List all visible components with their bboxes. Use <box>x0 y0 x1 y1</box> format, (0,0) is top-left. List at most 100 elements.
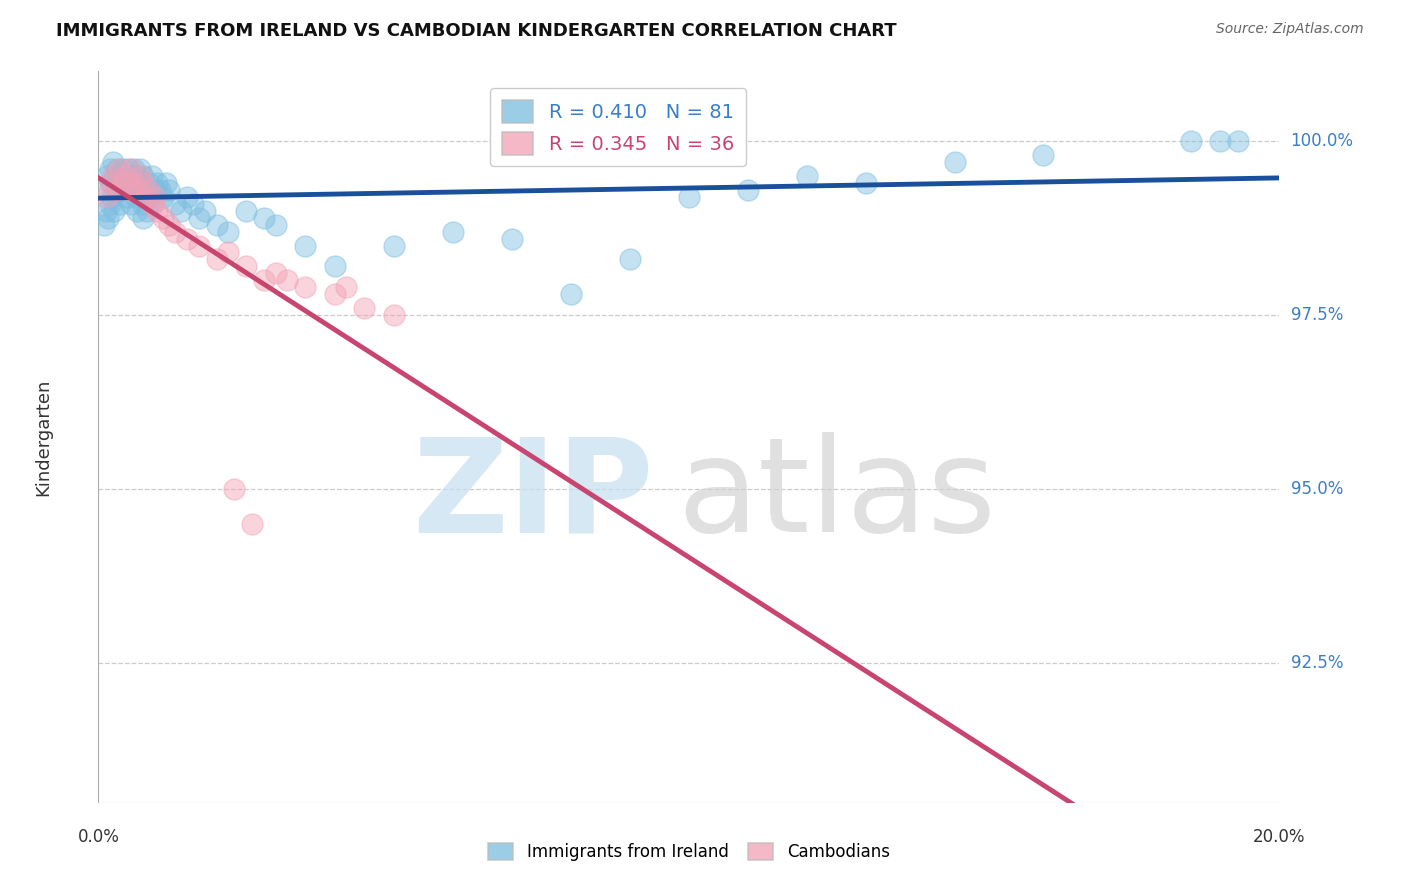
Point <box>98 176 121 190</box>
Point <box>114 176 136 190</box>
Point <box>135 190 157 204</box>
Point <box>560 287 582 301</box>
Point <box>187 238 209 252</box>
Point <box>132 169 155 183</box>
Text: Kindergarten: Kindergarten <box>34 378 52 496</box>
Point <box>141 196 163 211</box>
Point <box>110 169 132 183</box>
Point <box>143 183 166 197</box>
Point <box>132 211 155 225</box>
Point <box>194 203 217 218</box>
Text: IMMIGRANTS FROM IRELAND VS CAMBODIAN KINDERGARTEN CORRELATION CHART: IMMIGRANTS FROM IRELAND VS CAMBODIAN KIN… <box>56 22 897 40</box>
Point <box>149 183 172 197</box>
Point <box>93 218 115 232</box>
Point <box>176 190 198 204</box>
Point <box>205 218 228 232</box>
Point <box>294 238 316 252</box>
Point <box>152 211 174 225</box>
Point <box>335 280 357 294</box>
Point <box>108 196 131 211</box>
Point <box>127 203 149 218</box>
Point <box>103 155 125 169</box>
Point <box>128 183 150 197</box>
Point <box>98 161 121 176</box>
Point <box>170 203 193 218</box>
Point <box>382 308 405 322</box>
Point <box>101 190 124 204</box>
Point <box>138 183 160 197</box>
Point <box>125 183 148 197</box>
Point <box>855 176 877 190</box>
Point <box>117 183 139 197</box>
Point <box>737 183 759 197</box>
Text: Source: ZipAtlas.com: Source: ZipAtlas.com <box>1216 22 1364 37</box>
Point <box>135 190 157 204</box>
Point <box>176 231 198 245</box>
Point <box>240 517 263 532</box>
Point <box>136 203 159 218</box>
Point <box>98 196 121 211</box>
Point <box>235 260 257 274</box>
Point <box>107 183 129 197</box>
Point <box>139 190 162 204</box>
Point <box>155 176 177 190</box>
Point <box>264 266 287 280</box>
Point <box>253 273 276 287</box>
Point <box>217 245 239 260</box>
Point <box>619 252 641 267</box>
Text: 97.5%: 97.5% <box>1291 306 1343 324</box>
Point <box>157 183 180 197</box>
Point <box>122 176 145 190</box>
Text: 0.0%: 0.0% <box>77 828 120 846</box>
Point <box>112 176 135 190</box>
Point <box>141 169 163 183</box>
Point <box>142 196 165 211</box>
Point <box>115 169 138 183</box>
Point <box>152 190 174 204</box>
Point <box>678 190 700 204</box>
Point <box>118 176 141 190</box>
Text: 100.0%: 100.0% <box>1291 132 1354 150</box>
Text: 95.0%: 95.0% <box>1291 480 1343 499</box>
Point <box>114 190 136 204</box>
Point <box>104 169 127 183</box>
Point <box>125 169 148 183</box>
Point <box>129 176 152 190</box>
Point <box>111 183 134 197</box>
Point <box>382 238 405 252</box>
Point <box>132 176 155 190</box>
Legend: Immigrants from Ireland, Cambodians: Immigrants from Ireland, Cambodians <box>481 836 897 868</box>
Point <box>103 203 125 218</box>
Point <box>441 225 464 239</box>
Point <box>128 161 150 176</box>
Point <box>111 176 134 190</box>
Point <box>264 218 287 232</box>
Point <box>501 231 523 245</box>
Point <box>120 161 142 176</box>
Point <box>105 161 128 176</box>
Point <box>98 183 121 197</box>
Point <box>157 218 180 232</box>
Point <box>131 196 153 211</box>
Point <box>1227 134 1250 148</box>
Point <box>253 211 276 225</box>
Point <box>143 190 166 204</box>
Point <box>114 169 136 183</box>
Point <box>1032 148 1054 162</box>
Point <box>121 196 143 211</box>
Point <box>112 161 135 176</box>
Text: ZIP: ZIP <box>412 432 654 559</box>
Point <box>796 169 818 183</box>
Point <box>121 169 143 183</box>
Point <box>1180 134 1202 148</box>
Point <box>100 176 122 190</box>
Point <box>97 211 120 225</box>
Point <box>105 183 128 197</box>
Point <box>217 225 239 239</box>
Point <box>943 155 966 169</box>
Point <box>94 203 117 218</box>
Point <box>118 183 141 197</box>
Point <box>122 161 145 176</box>
Point <box>205 252 228 267</box>
Point <box>108 176 131 190</box>
